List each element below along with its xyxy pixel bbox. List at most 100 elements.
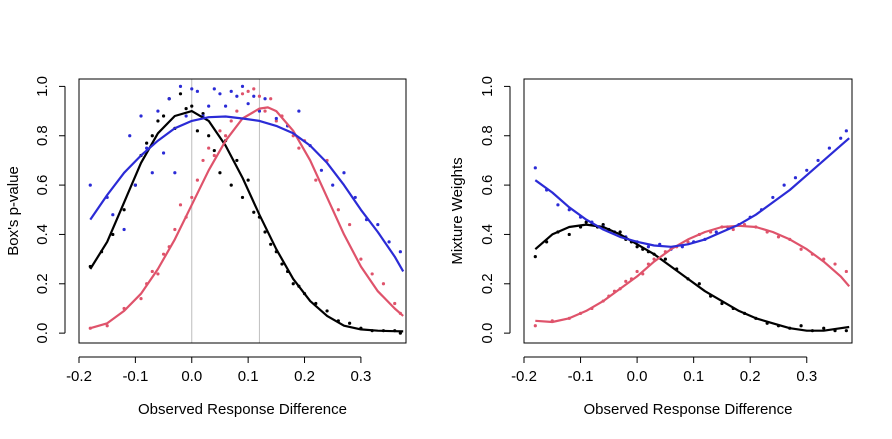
data-point-red xyxy=(336,208,340,212)
data-point-red xyxy=(223,134,228,138)
data-point-black xyxy=(207,134,211,138)
y-tick-label: 0.2 xyxy=(479,273,496,294)
data-point-black xyxy=(178,92,183,96)
data-point-blue xyxy=(533,166,537,170)
data-point-red xyxy=(139,296,143,301)
data-point-black xyxy=(291,282,295,286)
data-point-blue xyxy=(839,136,843,140)
data-point-blue xyxy=(331,183,335,187)
data-point-red xyxy=(370,272,374,276)
data-point-blue xyxy=(274,116,278,121)
data-point-black xyxy=(601,222,605,227)
data-point-blue xyxy=(88,183,92,187)
smooth-curve-black xyxy=(534,223,850,332)
y-tick-label: 0.6 xyxy=(479,175,496,196)
data-point-black xyxy=(111,232,115,237)
data-point-red xyxy=(257,94,262,98)
data-point-blue xyxy=(556,203,560,207)
data-point-red xyxy=(161,252,166,256)
data-point-black xyxy=(567,232,571,237)
x-tick-label: -0.2 xyxy=(511,368,537,385)
data-point-red xyxy=(156,272,160,276)
x-tick-label: 0.1 xyxy=(238,368,259,385)
data-point-red xyxy=(178,203,183,207)
data-point-black xyxy=(280,262,284,266)
data-point-blue xyxy=(156,109,160,113)
y-tick-label: 0.2 xyxy=(34,273,51,294)
data-point-blue xyxy=(252,94,256,98)
data-point-blue xyxy=(195,89,199,93)
smooth-curve-blue xyxy=(89,115,405,272)
data-point-black xyxy=(269,242,273,246)
data-point-black xyxy=(663,257,667,261)
x-tick-label: 0.2 xyxy=(740,368,761,385)
data-point-black xyxy=(697,282,701,286)
x-axis-title: Observed Response Difference xyxy=(583,401,792,418)
data-point-blue xyxy=(139,114,143,118)
y-tick-label: 0.8 xyxy=(34,125,51,146)
smooth-curve-black xyxy=(89,110,404,333)
data-point-blue xyxy=(161,151,166,155)
data-point-red xyxy=(393,301,397,306)
data-point-blue xyxy=(827,146,831,150)
data-point-blue xyxy=(128,134,132,138)
smooth-curve-red xyxy=(535,224,851,324)
data-point-black xyxy=(161,114,166,118)
data-point-black xyxy=(533,255,537,259)
x-tick-label: 0.3 xyxy=(796,368,817,385)
data-point-red xyxy=(150,269,154,274)
data-point-blue xyxy=(190,87,194,91)
data-point-blue xyxy=(319,168,324,172)
data-point-blue xyxy=(122,227,126,232)
data-point-red xyxy=(201,158,205,163)
data-point-blue xyxy=(150,171,154,175)
y-tick-label: 0.4 xyxy=(479,224,496,245)
data-point-black xyxy=(229,183,233,187)
data-point-black xyxy=(263,230,267,234)
x-tick-label: 0.0 xyxy=(627,368,648,385)
data-point-red xyxy=(269,97,273,101)
data-point-red xyxy=(212,153,216,158)
x-tick-label: 0.2 xyxy=(294,368,315,385)
data-point-black xyxy=(252,210,256,214)
y-tick-label: 0.0 xyxy=(479,323,496,344)
data-point-blue xyxy=(353,195,357,200)
data-point-blue xyxy=(178,84,183,89)
data-point-black xyxy=(122,208,126,212)
data-point-red xyxy=(195,178,199,182)
data-point-red xyxy=(190,195,194,200)
plot-frame xyxy=(78,78,407,344)
x-tick-label: 0.1 xyxy=(683,368,704,385)
data-point-red xyxy=(359,257,363,261)
data-point-black xyxy=(348,321,352,325)
data-point-red xyxy=(297,146,301,150)
data-point-black xyxy=(190,104,194,108)
data-point-red xyxy=(381,282,386,286)
y-axis-title: Mixture Weights xyxy=(449,157,466,264)
y-tick-label: 1.0 xyxy=(479,76,496,97)
data-point-red xyxy=(207,146,211,150)
data-point-blue xyxy=(229,89,233,93)
data-point-blue xyxy=(218,92,222,96)
data-point-black xyxy=(618,230,622,234)
data-point-blue xyxy=(184,114,188,118)
data-point-blue xyxy=(805,168,809,172)
data-point-blue xyxy=(111,213,115,217)
data-point-red xyxy=(263,109,267,113)
data-point-black xyxy=(325,309,329,313)
data-point-blue xyxy=(133,183,137,187)
series-red xyxy=(88,87,402,330)
data-point-red xyxy=(105,324,109,328)
x-tick-label: -0.2 xyxy=(66,368,92,385)
data-point-red xyxy=(173,227,177,232)
data-point-red xyxy=(776,235,781,239)
data-point-blue xyxy=(771,195,775,200)
data-point-blue xyxy=(167,97,171,101)
data-point-red xyxy=(246,89,250,93)
data-point-blue xyxy=(235,94,239,98)
data-point-red xyxy=(240,92,245,96)
